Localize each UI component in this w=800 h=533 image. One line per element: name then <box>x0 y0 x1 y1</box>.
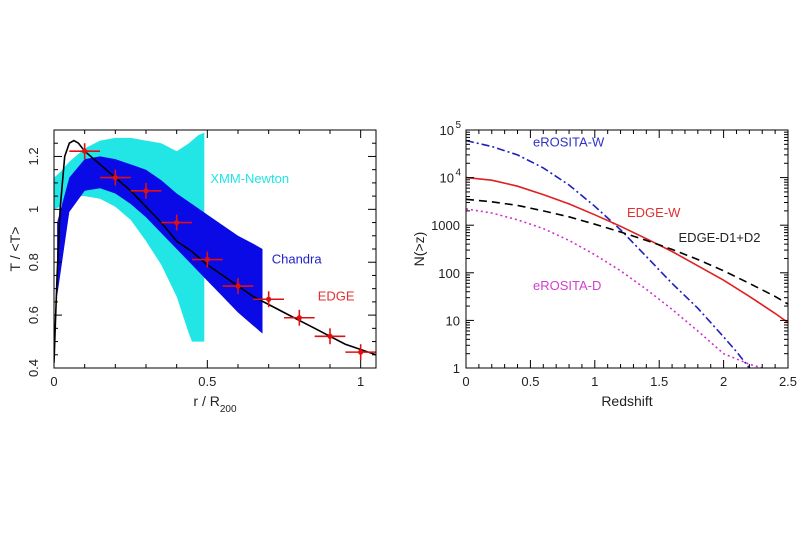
x-tick-label: 0 <box>462 374 469 389</box>
y-tick-label: 10 <box>446 313 460 328</box>
series-line-2 <box>54 139 376 363</box>
y-tick-label-exponent: 4 <box>455 168 461 179</box>
data-point <box>266 296 272 302</box>
x-tick-label: 1 <box>591 374 598 389</box>
y-tick-label: 10 <box>440 123 454 138</box>
annotation-label: EDGE <box>318 289 355 304</box>
x-axis-title-subscript: 200 <box>220 404 237 415</box>
left-chart-temperature-profile: 0 0.5 1 0.4 0.6 0.8 1 1.2 r / R200 T / <T> XMM-New… <box>7 129 377 415</box>
plot-frame <box>465 129 789 369</box>
y-tick-label: 1000 <box>431 218 460 233</box>
band-1 <box>57 156 263 334</box>
annotation-label: eROSITA-W <box>533 135 605 150</box>
x-tick-label: 0.5 <box>521 374 539 389</box>
series-line-1 <box>466 176 788 324</box>
annotation-label: EDGE-D1+D2 <box>679 230 761 245</box>
y-tick-label: 1.2 <box>26 147 41 165</box>
data-point <box>296 315 302 321</box>
data-point <box>204 256 210 263</box>
x-tick-label: 1 <box>357 374 364 389</box>
x-axis-title: r / R200 <box>193 393 237 415</box>
data-point <box>112 175 118 181</box>
annotation-label: XMM-Newton <box>210 171 289 186</box>
y-tick-label: 0.4 <box>26 359 41 377</box>
y-tick-label: 1 <box>453 361 460 376</box>
annotation-label: Chandra <box>272 252 323 267</box>
data-point <box>174 219 180 226</box>
plot-area <box>466 139 788 368</box>
x-tick-label: 2 <box>720 374 727 389</box>
annotation-label: EDGE-W <box>627 205 681 220</box>
data-point <box>327 333 333 339</box>
y-tick-label-exponent: 5 <box>455 120 461 131</box>
y-tick-label: 10 <box>440 171 454 186</box>
data-point <box>358 349 364 355</box>
y-axis-title: T / <T> <box>7 227 23 272</box>
plot-area <box>54 132 376 363</box>
y-tick-label: 0.8 <box>26 253 41 271</box>
x-axis-title: Redshift <box>601 393 652 409</box>
series-line-3 <box>466 208 763 368</box>
y-tick-label: 0.6 <box>26 306 41 324</box>
data-point <box>82 148 88 154</box>
y-axis-title: N(>z) <box>411 232 427 267</box>
annotation-label: eROSITA-D <box>533 278 601 293</box>
x-tick-label: 2.5 <box>779 374 797 389</box>
series-line-2 <box>466 198 788 305</box>
x-tick-label: 0 <box>50 374 57 389</box>
y-tick-label: 100 <box>438 266 460 281</box>
series-line-0 <box>466 139 751 368</box>
data-point <box>143 188 149 194</box>
x-tick-label: 0.5 <box>198 374 216 389</box>
y-tick-label: 1 <box>26 206 41 213</box>
data-point <box>235 283 241 289</box>
x-tick-label: 1.5 <box>650 374 668 389</box>
